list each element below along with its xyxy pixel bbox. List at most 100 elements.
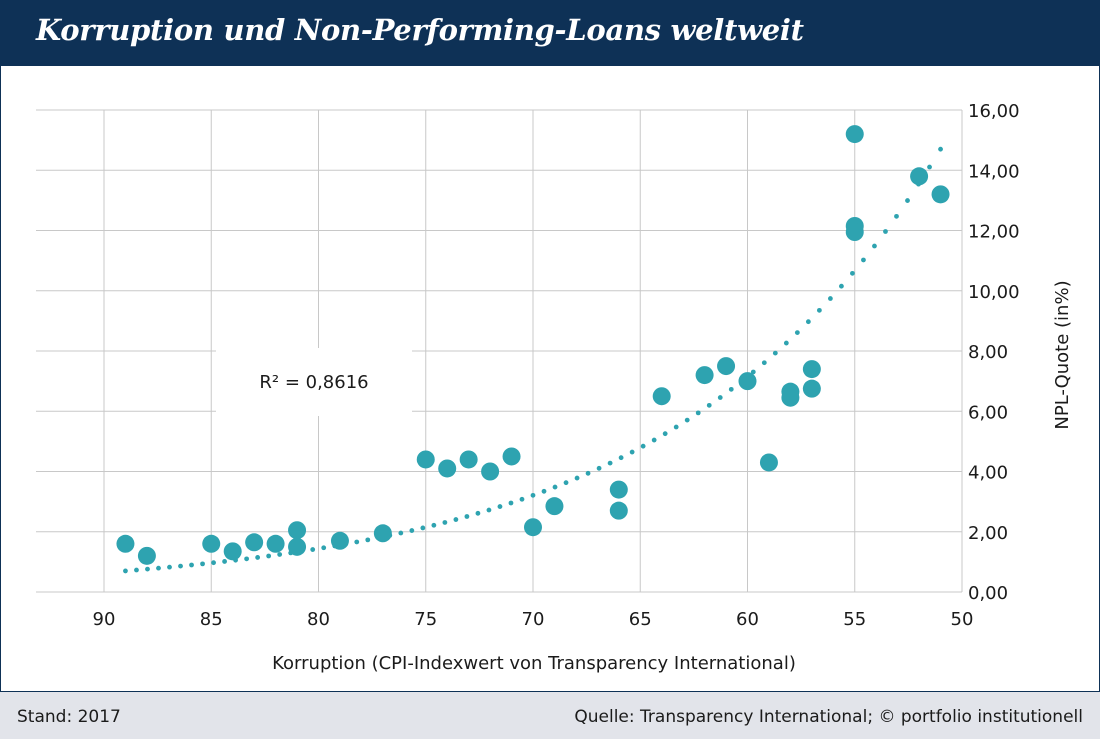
y-tick-label: 14,00 (968, 161, 1020, 182)
trendline-dot (321, 545, 327, 551)
trendline-dot (277, 552, 283, 557)
data-points (116, 125, 950, 565)
trendline-dot (883, 229, 888, 234)
data-point (845, 223, 864, 242)
x-tick-labels: 90 85 80 75 70 65 60 55 50 (93, 609, 974, 630)
y-tick-label: 16,00 (968, 101, 1020, 122)
trendline-dot (486, 507, 492, 513)
trendline-dot (607, 460, 613, 466)
trendline-dot (497, 504, 503, 509)
trendline-dot (431, 522, 437, 528)
trendline-dot (585, 470, 591, 476)
data-point (116, 534, 135, 553)
trendline-dot (861, 257, 866, 263)
x-tick-label: 65 (629, 609, 652, 630)
trendline-dot (222, 559, 227, 564)
trendline-dot (772, 350, 778, 356)
y-tick-label: 8,00 (968, 342, 1008, 363)
trendline-dot (266, 553, 272, 559)
data-point (738, 372, 757, 391)
trendline-dot (695, 410, 701, 416)
annotation-box (216, 348, 412, 416)
trendline-dot (618, 455, 624, 461)
trendline (123, 146, 943, 574)
trendline-dot (938, 146, 943, 152)
data-point (502, 447, 521, 466)
trendline-dot (310, 547, 316, 552)
trendline-dot (684, 417, 690, 423)
y-tick-label: 2,00 (968, 523, 1008, 544)
data-point (545, 497, 564, 516)
x-tick-label: 85 (200, 609, 223, 630)
data-point (802, 379, 821, 398)
trendline-dot (442, 520, 448, 525)
trendline-dot (894, 213, 899, 219)
y-tick-label: 12,00 (968, 222, 1020, 243)
data-point (695, 366, 714, 385)
data-point (288, 537, 307, 556)
trendline-dot (365, 537, 371, 543)
data-point (759, 453, 778, 472)
trendline-dot (530, 492, 536, 498)
data-point (288, 521, 307, 540)
trendline-dot (805, 319, 811, 325)
trendline-dot (409, 528, 415, 533)
trendline-dot (541, 488, 547, 494)
data-point (202, 534, 221, 553)
y-tick-label: 4,00 (968, 463, 1008, 484)
x-tick-label: 70 (522, 609, 545, 630)
trendline-dot (596, 465, 602, 471)
footer: Stand: 2017 Quelle: Transparency Interna… (0, 691, 1100, 739)
data-point (137, 546, 156, 565)
trendline-dot (134, 567, 139, 573)
x-tick-label: 55 (843, 609, 866, 630)
data-point (438, 459, 457, 478)
trendline-dot (354, 539, 360, 545)
trendline-dot (662, 431, 668, 437)
y-tick-label: 6,00 (968, 402, 1008, 423)
stand-label: Stand: 2017 (17, 707, 121, 727)
data-point (524, 518, 542, 537)
trendline-dot (629, 449, 635, 455)
trendline-dot (453, 517, 459, 522)
trendline-dot (123, 568, 128, 574)
x-tick-label: 90 (93, 609, 116, 630)
x-tick-label: 75 (414, 609, 437, 630)
x-axis-label: Korruption (CPI-Indexwert von Transparen… (272, 653, 796, 674)
trendline-dot (464, 514, 470, 519)
trendline-dot (783, 340, 789, 346)
trendline-dot (794, 330, 800, 336)
x-tick-label: 50 (951, 609, 974, 630)
trendline-dot (145, 566, 150, 572)
scatter-chart: 90 85 80 75 70 65 60 55 50 0,00 2,00 4,00 6,00 8,00 1… (36, 101, 1073, 674)
trendline-dot (872, 243, 877, 249)
trendline-dot (519, 496, 525, 502)
trendline-dot (167, 564, 172, 570)
data-point (802, 360, 821, 379)
chart-area: 90 85 80 75 70 65 60 55 50 0,00 2,00 4,00 6,00 8,00 1… (0, 66, 1100, 690)
data-point (931, 185, 950, 204)
trendline-dot (563, 480, 569, 486)
trendline-dot (816, 307, 822, 313)
trendline-dot (475, 510, 481, 516)
trendline-dot (750, 369, 756, 375)
data-point (652, 387, 671, 406)
data-point (373, 524, 392, 543)
trendline-dot (552, 484, 558, 490)
trendline-dot (651, 437, 657, 443)
data-point (245, 533, 264, 552)
trendline-dot (850, 270, 855, 276)
trendline-dot (706, 402, 712, 408)
data-point (609, 480, 628, 499)
trendline-dot (673, 424, 679, 430)
source-label: Quelle: Transparency International; © po… (574, 707, 1083, 727)
trendline-dot (761, 360, 767, 366)
trendline-dot (828, 296, 833, 301)
data-point (781, 388, 800, 407)
data-point (266, 534, 285, 553)
data-point (910, 167, 929, 186)
data-point (416, 450, 435, 469)
trendline-dot (178, 563, 183, 569)
data-point (481, 462, 500, 481)
grid (36, 109, 963, 593)
